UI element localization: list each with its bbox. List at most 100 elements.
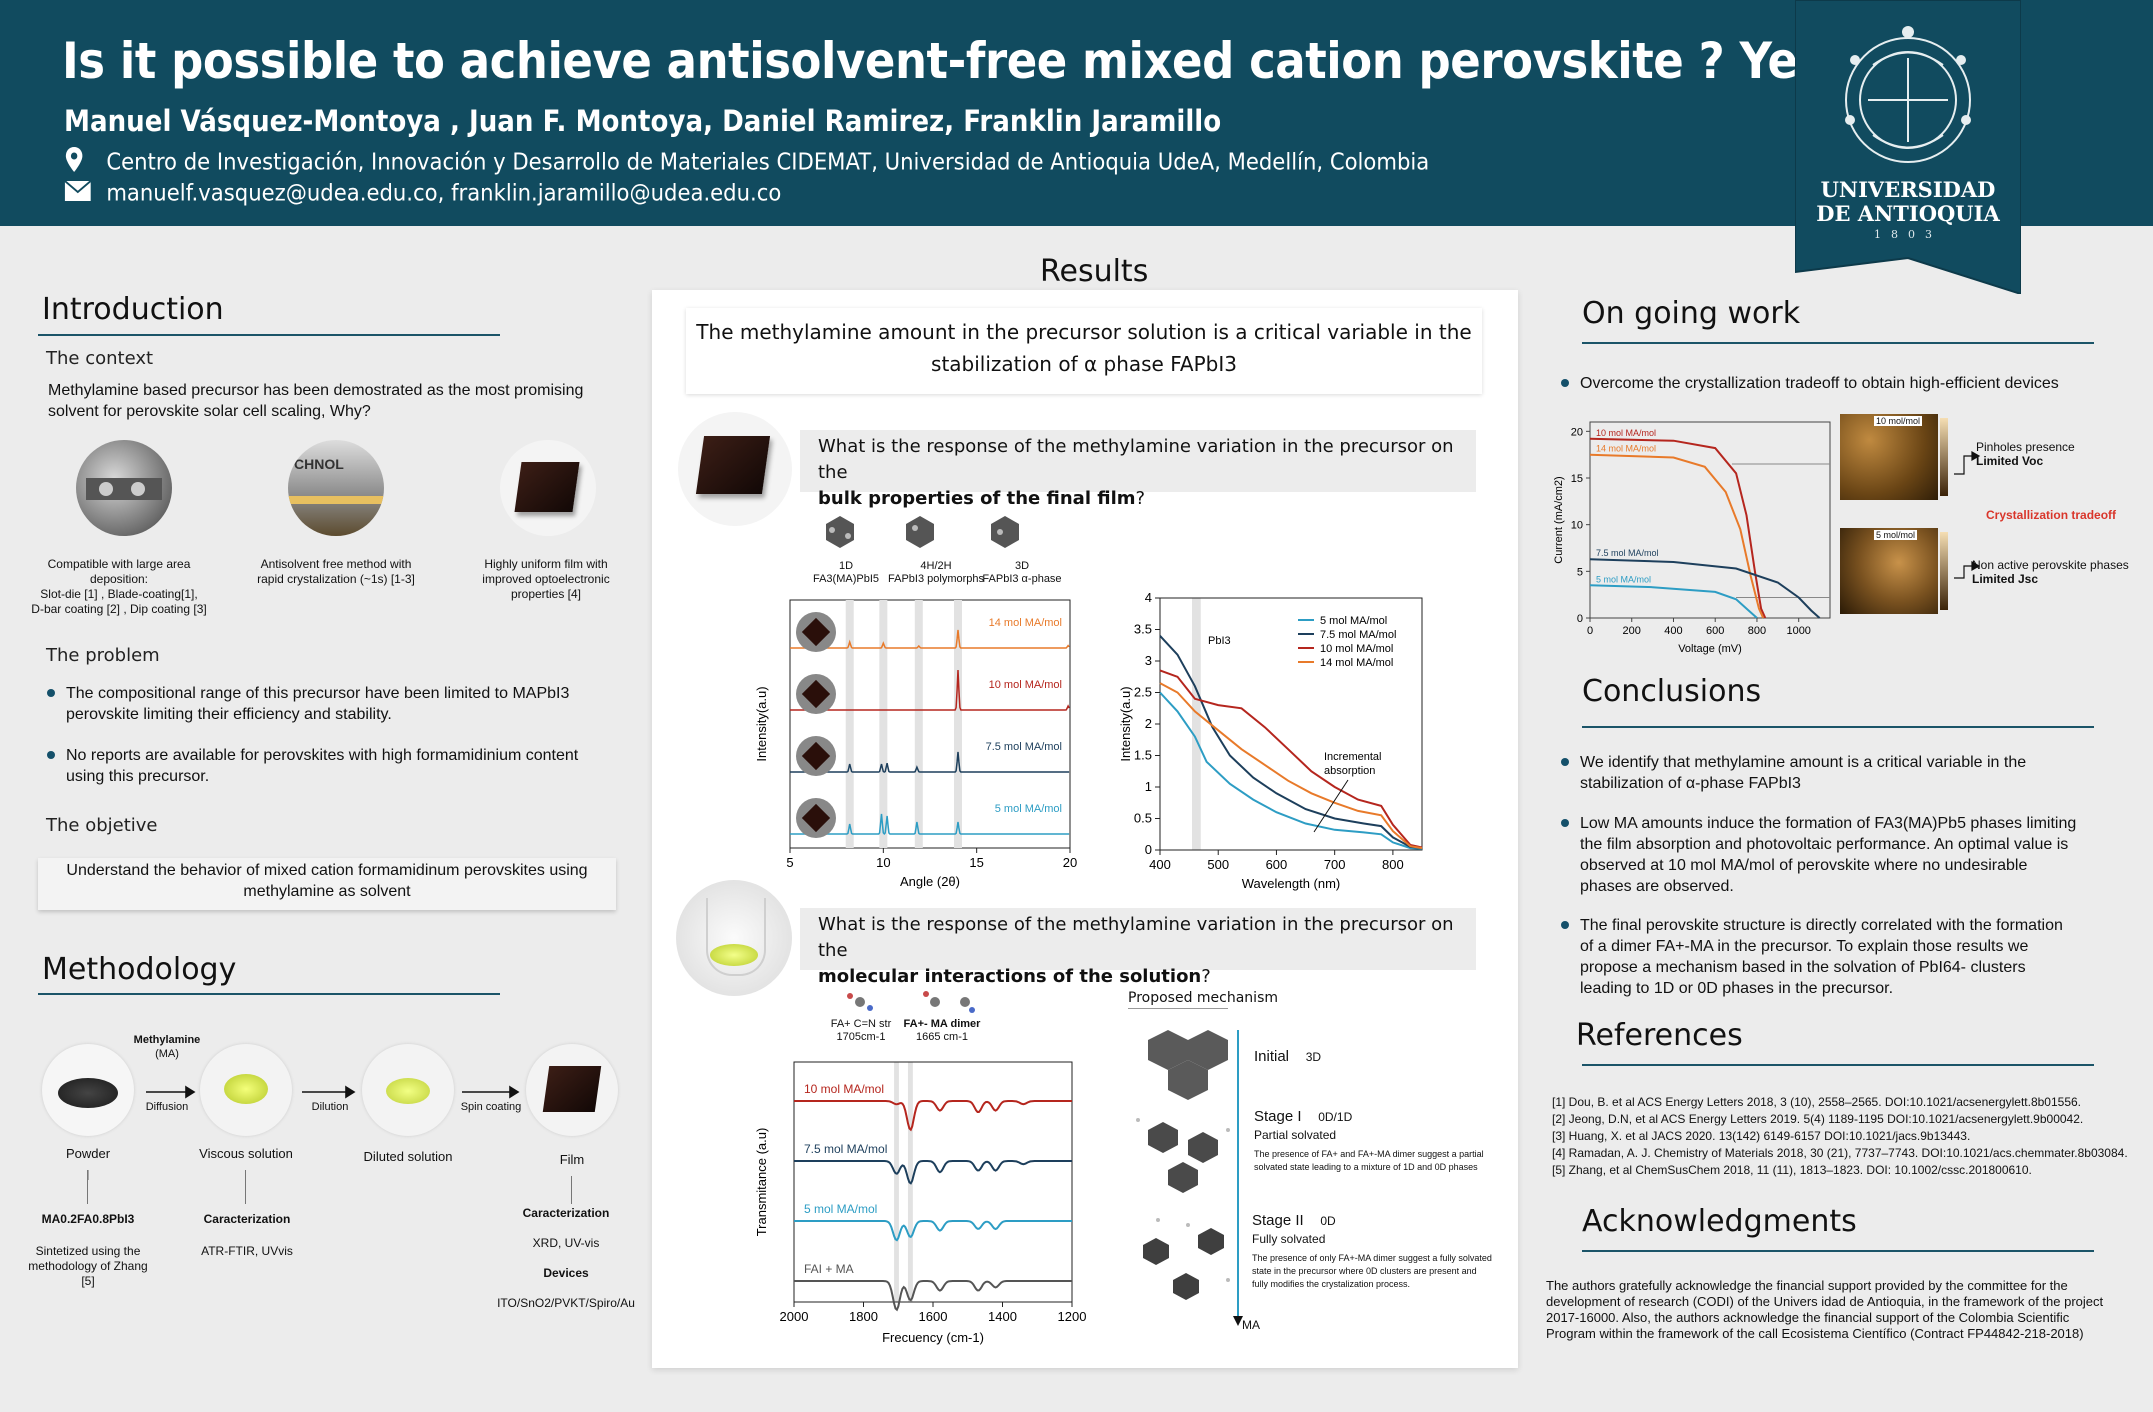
objective-title: The objetive [46, 815, 158, 836]
uv-x-tick-label: 600 [1266, 857, 1288, 872]
jv-y-tick-label: 5 [1577, 566, 1583, 578]
reference-2: [2] Jeong, D.N, et al ACS Energy Letters… [1552, 1112, 2084, 1126]
introduction-rule [38, 334, 500, 336]
jv-series-label: 5 mol MA/mol [1596, 574, 1651, 584]
powder-connector [87, 1170, 88, 1204]
uv-series-line [1159, 682, 1423, 850]
objective-box: Understand the behavior of mixed cation … [38, 858, 616, 910]
powder-photo [42, 1044, 134, 1136]
xrd-x-tick-label: 20 [1063, 855, 1077, 870]
jv-x-tick-label: 1000 [1786, 625, 1810, 637]
jv-series-line [1589, 558, 1821, 619]
uv-y-tick-label: 3 [1145, 653, 1152, 668]
xrd-sample-film [801, 741, 831, 771]
xrd-x-tick-label: 10 [876, 855, 890, 870]
mech-stage1-text: The presence of FA+ and FA+-MA dimer sug… [1254, 1149, 1484, 1172]
q1-question: What is the response of the methylamine … [800, 430, 1476, 509]
xrd-sample-film [801, 679, 831, 709]
affiliation-text: Centro de Investigación, Innovación y De… [106, 149, 1430, 176]
q1-film-photo [678, 412, 792, 526]
university-name: UNIVERSIDAD DE ANTIOQUIA [1816, 177, 2000, 226]
xrd-phase-icons [820, 510, 1060, 565]
ir-series-line [794, 1280, 1072, 1312]
mechanism-axis-label: MA [1242, 1318, 1260, 1332]
xrd-series-label: 5 mol MA/mol [995, 803, 1062, 815]
ir-annot1: FA+ C=N str 1705cm-1 [830, 1018, 892, 1043]
reference-5: [5] Zhang, et al ChemSusChem 2018, 11 (1… [1552, 1163, 2032, 1177]
photo1-caption: Compatible with large area deposition: S… [31, 557, 207, 616]
jv-x-axis-label: Voltage (mV) [1678, 643, 1742, 655]
uv-y-tick-label: 2.5 [1134, 685, 1152, 700]
jv-y-tick-label: 10 [1571, 520, 1583, 532]
uv-annotation-pbi: PbI3 [1208, 635, 1231, 647]
introduction-title: Introduction [42, 292, 224, 327]
dilution-label: Dilution [311, 1101, 349, 1113]
uv-series-line [1159, 691, 1423, 850]
ir-x-tick-label: 1200 [1058, 1309, 1087, 1324]
poster-title: Is it possible to achieve antisolvent-fr… [62, 32, 1860, 90]
reference-3: [3] Huang, X. et al JACS 2020. 13(142) 6… [1552, 1129, 1971, 1143]
xrd-phase2-label: 4H/2H FAPbI3 polymorphs [888, 560, 984, 585]
uv-annotation-1: Incremental [1324, 751, 1381, 763]
viscous-label: Viscous solution [199, 1146, 293, 1161]
uv-x-tick-label: 500 [1207, 857, 1229, 872]
col1-title: MA0.2FA0.8PbI3 [41, 1212, 135, 1226]
jv-x-tick-label: 200 [1623, 625, 1641, 637]
jv-y-tick-label: 15 [1571, 473, 1583, 485]
xrd-phase1-label: 1D FA3(MA)PbI5 [812, 560, 880, 585]
uv-y-tick-label: 0 [1145, 842, 1152, 857]
uv-y-tick-label: 1 [1145, 779, 1152, 794]
xrd-highlight-band-1 [879, 600, 888, 848]
uv-legend-label: 10 mol MA/mol [1320, 643, 1393, 655]
email-text[interactable]: manuelf.vasquez@udea.edu.co, franklin.ja… [106, 180, 782, 207]
mech-stage2-sub: Fully solvated [1252, 1232, 1326, 1246]
viscous-solution-photo [200, 1044, 292, 1136]
xrd-series-label: 7.5 mol MA/mol [986, 741, 1062, 753]
col1-text: Sintetized using the methodology of Zhan… [28, 1244, 148, 1288]
jv-series-label: 14 mol MA/mol [1596, 444, 1656, 454]
sem-colorbar-1 [1940, 418, 1948, 496]
mech-stage2: Stage II 0D [1252, 1212, 1336, 1229]
xrd-highlight-band-0 [845, 600, 854, 848]
sem-image-5mol: 5 mol/mol [1840, 528, 1938, 614]
conclusion-3: The final perovskite structure is direct… [1561, 915, 2080, 999]
jv-x-tick-label: 600 [1706, 625, 1724, 637]
diluted-label: Diluted solution [363, 1149, 453, 1164]
col3-text2: ITO/SnO2/PVKT/Spiro/Au [497, 1296, 635, 1310]
ir-annot2: FA+- MA dimer 1665 cm-1 [903, 1018, 981, 1043]
context-text: Methylamine based precursor has been dem… [48, 382, 584, 420]
mech-stage1: Stage I 0D/1D [1254, 1108, 1353, 1125]
mechanism-title-rule [1128, 1008, 1228, 1009]
slot-die-photo [76, 440, 172, 536]
xrd-series-label: 14 mol MA/mol [989, 617, 1062, 629]
uv-series-line [1159, 635, 1423, 850]
xrd-plot-frame [789, 599, 1071, 849]
uv-y-tick-label: 0.5 [1134, 811, 1152, 826]
mech-stage1-sub: Partial solvated [1254, 1128, 1337, 1142]
uv-y-tick-label: 1.5 [1134, 748, 1152, 763]
reference-4: [4] Ramadan, A. J. Chemistry of Material… [1552, 1146, 2128, 1160]
problem-title: The problem [46, 645, 160, 666]
coater-photo: CHNOL [288, 440, 384, 536]
context-title: The context [46, 348, 154, 369]
results-headline: The methylamine amount in the precursor … [686, 308, 1482, 394]
jv-y-axis-label: Current (mA/cm2) [1553, 476, 1565, 563]
xrd-phase3-label: 3D FAPbI3 α-phase [982, 560, 1062, 585]
references-title: References [1576, 1018, 1743, 1053]
location-pin-icon [64, 146, 92, 180]
xrd-sample-film [801, 617, 831, 647]
uv-legend-label: 7.5 mol MA/mol [1320, 629, 1396, 641]
ongoing-note2: Non active perovskite phases Limited Jsc [1972, 558, 2129, 586]
jv-series-line [1589, 453, 1765, 619]
reference-1: [1] Dou, B. et al ACS Energy Letters 201… [1552, 1095, 2082, 1109]
film-photo [500, 440, 596, 536]
uv-legend-label: 14 mol MA/mol [1320, 657, 1393, 669]
ongoing-title: On going work [1582, 296, 1801, 331]
problem-bullet-1: The compositional range of this precurso… [47, 683, 606, 725]
film-connector [571, 1176, 572, 1204]
envelope-icon [64, 180, 92, 208]
jv-y-tick-label: 0 [1577, 613, 1583, 625]
xrd-series-line [790, 813, 1070, 836]
uv-highlight-band [1192, 598, 1201, 850]
col3-text: XRD, UV-vis [532, 1236, 600, 1250]
